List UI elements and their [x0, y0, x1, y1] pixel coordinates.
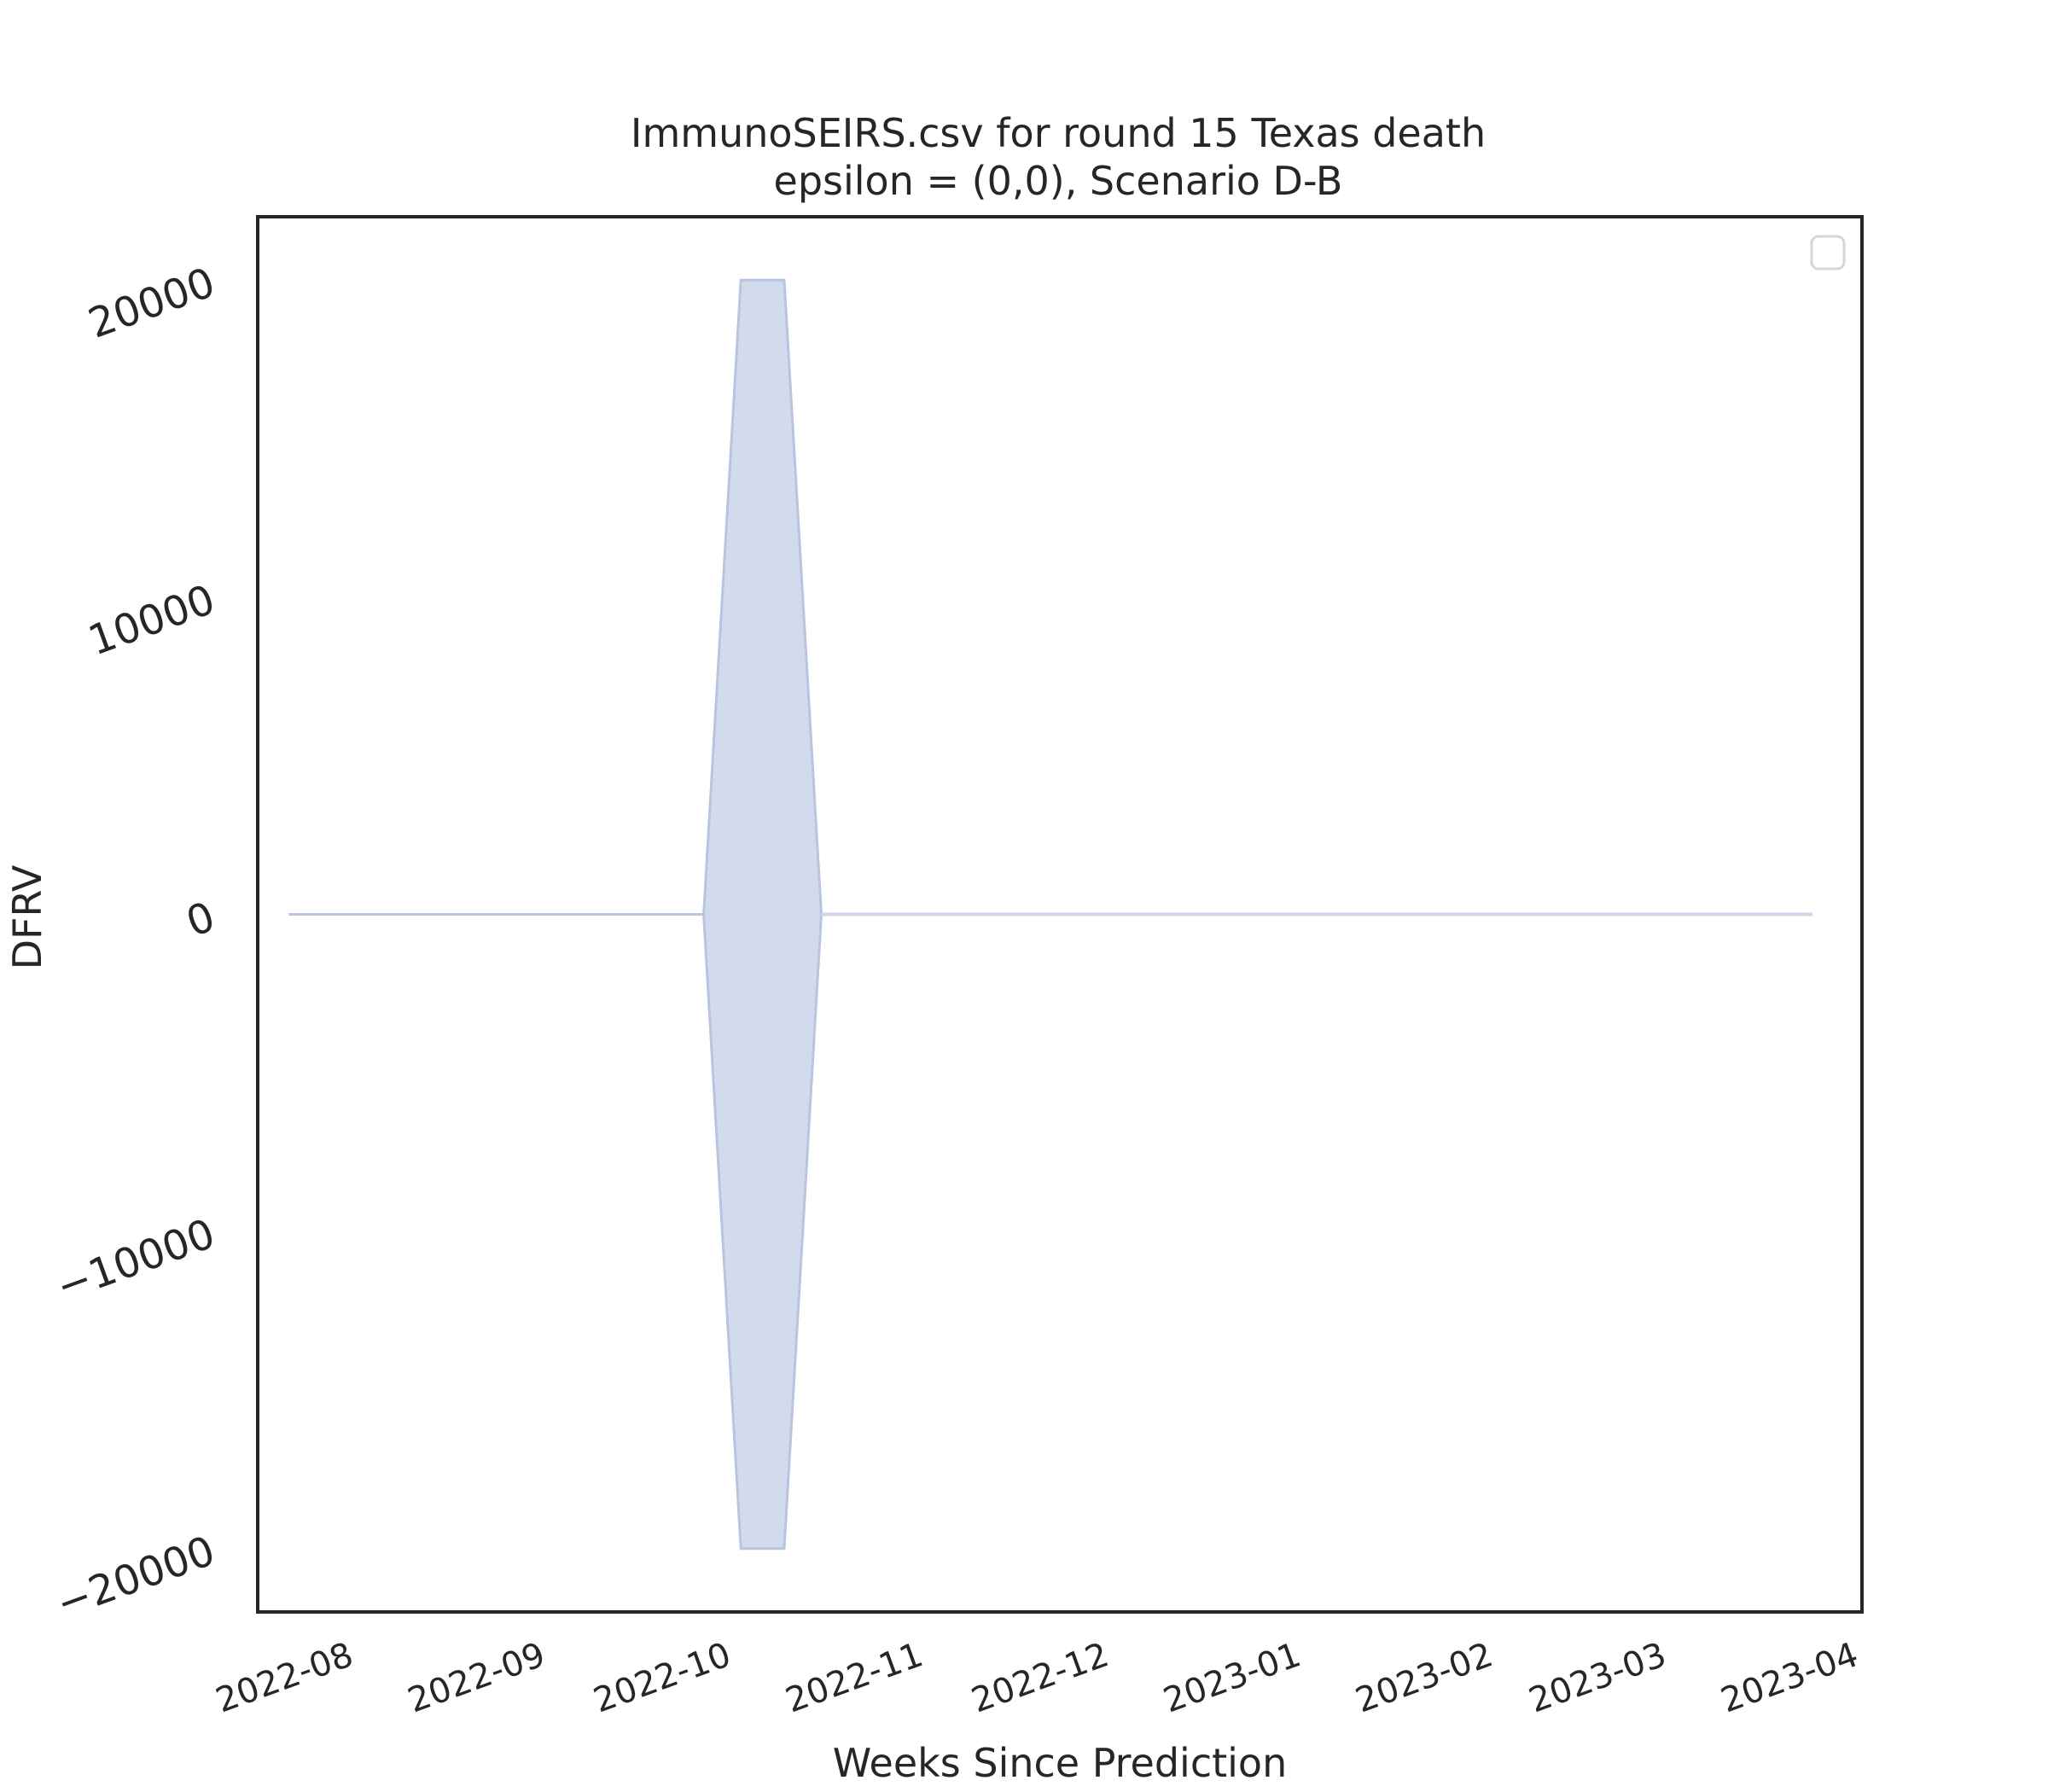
- y-tick-label: 0: [180, 893, 221, 946]
- x-tick-label: 2022-09: [403, 1635, 550, 1720]
- x-tick-label: 2023-04: [1716, 1635, 1864, 1720]
- y-tick-label: 20000: [82, 259, 221, 348]
- x-axis-ticks: 2022-08 2022-09 2022-10 2022-11 2022-12 2023-…: [211, 1635, 1864, 1720]
- x-axis-label: Weeks Since Prediction: [833, 1740, 1287, 1786]
- legend-box: [1810, 235, 1846, 271]
- chart-title-line-1: ImmunoSEIRS.csv for round 15 Texas death: [631, 110, 1486, 156]
- y-tick-label: −10000: [50, 1210, 221, 1312]
- y-tick-label: −20000: [50, 1527, 221, 1628]
- x-tick-label: 2022-10: [589, 1635, 736, 1720]
- x-tick-label: 2023-02: [1351, 1635, 1498, 1720]
- y-axis-ticks: −20000 −10000 0 10000 20000: [50, 259, 221, 1628]
- series-band-0: [288, 278, 823, 1551]
- axes-frame: [256, 215, 1864, 1614]
- y-axis-label: DFRV: [4, 864, 50, 969]
- plot-area: [288, 278, 1812, 1551]
- y-tick-label: 10000: [82, 576, 221, 666]
- x-tick-label: 2022-11: [781, 1635, 928, 1720]
- x-tick-label: 2023-03: [1524, 1635, 1672, 1720]
- x-tick-label: 2023-01: [1159, 1635, 1306, 1720]
- chart-title-line-2: epsilon = (0,0), Scenario D-B: [774, 158, 1343, 204]
- x-tick-label: 2022-12: [967, 1635, 1114, 1720]
- x-tick-label: 2022-08: [211, 1635, 358, 1720]
